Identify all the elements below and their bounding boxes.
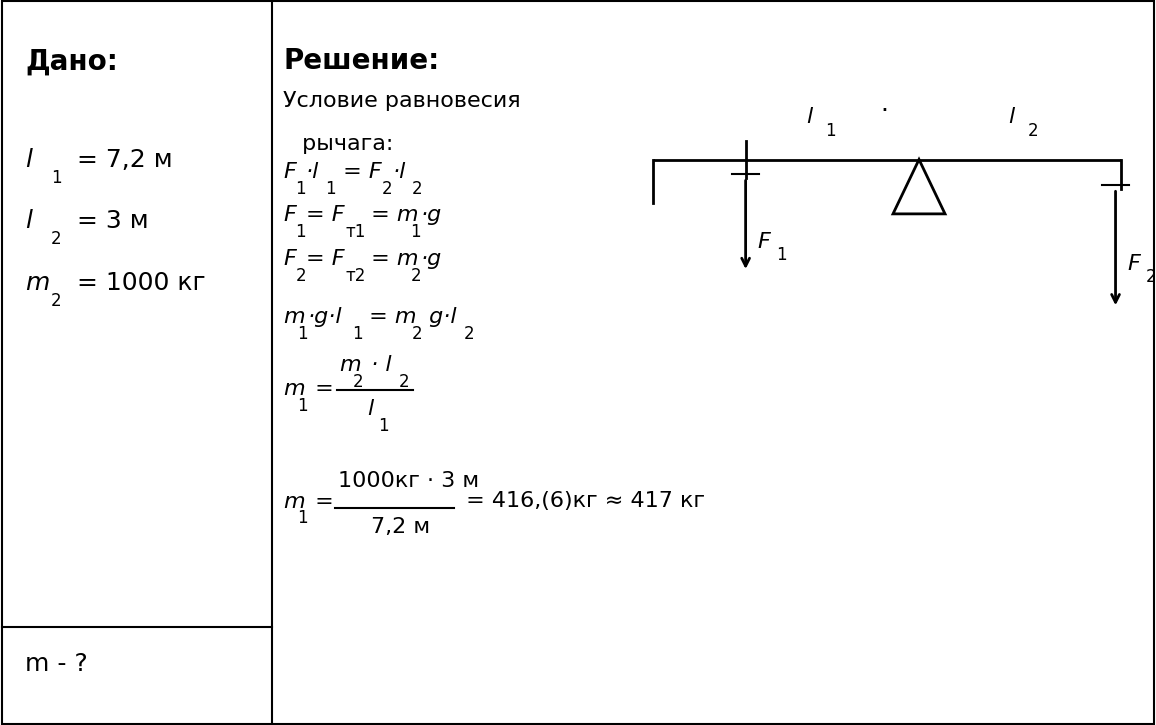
Text: = m: = m	[362, 307, 416, 327]
Text: ·g: ·g	[421, 249, 442, 269]
Text: ·g: ·g	[421, 205, 442, 225]
Text: g·l: g·l	[422, 307, 457, 327]
Text: = 416,(6)кг ≈ 417 кг: = 416,(6)кг ≈ 417 кг	[459, 492, 705, 512]
Text: Условие равновесия: Условие равновесия	[283, 91, 521, 111]
Text: m - ?: m - ?	[25, 652, 88, 676]
Text: m: m	[283, 307, 305, 327]
Text: F: F	[283, 249, 296, 269]
Text: m: m	[283, 379, 305, 399]
Text: =: =	[307, 492, 334, 512]
Text: m: m	[25, 271, 50, 295]
Text: 1: 1	[295, 223, 306, 241]
Text: ·g·l: ·g·l	[307, 307, 342, 327]
Text: l: l	[1008, 107, 1015, 127]
Text: m: m	[283, 492, 305, 512]
Text: = 1000 кг: = 1000 кг	[69, 271, 206, 295]
Text: Дано:: Дано:	[25, 47, 118, 75]
Text: 2: 2	[295, 267, 306, 285]
Text: = F: = F	[305, 249, 344, 269]
Text: = F: = F	[305, 205, 344, 225]
Text: 2: 2	[410, 267, 421, 285]
Text: l: l	[368, 399, 373, 419]
Text: 2: 2	[464, 325, 474, 343]
Text: т1: т1	[346, 223, 365, 241]
Text: F: F	[283, 162, 296, 182]
Text: 1000кг · 3 м: 1000кг · 3 м	[338, 471, 479, 492]
Text: Решение:: Решение:	[283, 47, 439, 75]
Text: l: l	[806, 107, 813, 127]
Text: =: =	[307, 379, 334, 399]
Text: рычага:: рычага:	[295, 134, 393, 154]
Text: 1: 1	[379, 417, 390, 435]
Text: = 7,2 м: = 7,2 м	[69, 148, 173, 172]
Text: 2: 2	[51, 231, 61, 249]
Text: m: m	[339, 355, 361, 376]
Text: F: F	[1127, 254, 1140, 274]
Text: 2: 2	[353, 373, 364, 392]
Text: 1: 1	[295, 180, 306, 198]
Text: 2: 2	[51, 292, 61, 310]
Text: 2: 2	[381, 180, 393, 198]
Text: 2: 2	[1028, 122, 1038, 140]
Text: 1: 1	[297, 510, 309, 528]
Text: 1: 1	[410, 223, 421, 241]
Text: 7,2 м: 7,2 м	[371, 517, 431, 537]
Text: 1: 1	[351, 325, 363, 343]
Text: 1: 1	[825, 122, 836, 140]
Text: 1: 1	[51, 169, 61, 187]
Text: ·l: ·l	[392, 162, 406, 182]
Text: 2: 2	[413, 180, 423, 198]
Text: = 3 м: = 3 м	[69, 210, 149, 233]
Text: ·l: ·l	[305, 162, 319, 182]
Text: 1: 1	[326, 180, 336, 198]
Text: 2: 2	[1146, 268, 1156, 286]
Text: ·: ·	[881, 99, 888, 123]
Text: т2: т2	[346, 267, 365, 285]
Text: 2: 2	[399, 373, 409, 392]
Text: F: F	[283, 205, 296, 225]
Text: 1: 1	[297, 325, 309, 343]
Text: l: l	[25, 148, 32, 172]
Text: l: l	[25, 210, 32, 233]
Text: 1: 1	[776, 246, 786, 264]
Text: = F: = F	[336, 162, 381, 182]
Text: = m: = m	[364, 249, 418, 269]
Text: 2: 2	[412, 325, 422, 343]
Text: · l: · l	[363, 355, 391, 376]
Text: F: F	[757, 232, 770, 252]
Text: = m: = m	[364, 205, 418, 225]
Text: 1: 1	[297, 397, 309, 415]
